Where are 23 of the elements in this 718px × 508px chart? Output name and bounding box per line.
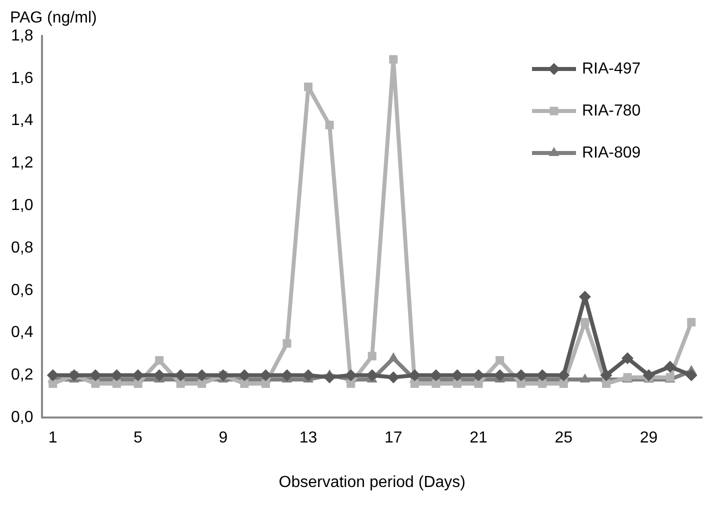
x-tick-label: 17 [384, 430, 402, 447]
legend-label: RIA-809 [582, 144, 641, 162]
x-tick-label: 13 [299, 430, 318, 447]
y-tick-label: 0,6 [10, 282, 34, 299]
x-tick-label: 29 [640, 430, 658, 447]
y-tick-label: 0,4 [10, 324, 34, 342]
legend-label: RIA-497 [582, 60, 641, 78]
x-tick-label: 1 [48, 430, 58, 447]
legend-label: RIA-780 [582, 102, 641, 120]
y-tick-label: 1,2 [10, 154, 34, 172]
y-tick-label: 1,6 [10, 70, 34, 87]
x-tick-label: 25 [554, 430, 573, 447]
y-tick-label: 0,8 [10, 239, 34, 256]
x-tick-label: 9 [218, 430, 228, 447]
y-tick-label: 0,2 [10, 366, 34, 384]
x-tick-label: 21 [470, 430, 488, 447]
x-axis-title: Observation period (Days) [278, 474, 466, 491]
y-tick-label: 1,0 [10, 197, 34, 214]
y-tick-label: 0,0 [10, 409, 34, 426]
y-tick-label: 1,8 [10, 27, 34, 44]
y-axis-title: PAG (ng/ml) [10, 9, 97, 26]
x-tick-label: 5 [134, 430, 143, 447]
y-tick-label: 1,4 [10, 112, 34, 130]
